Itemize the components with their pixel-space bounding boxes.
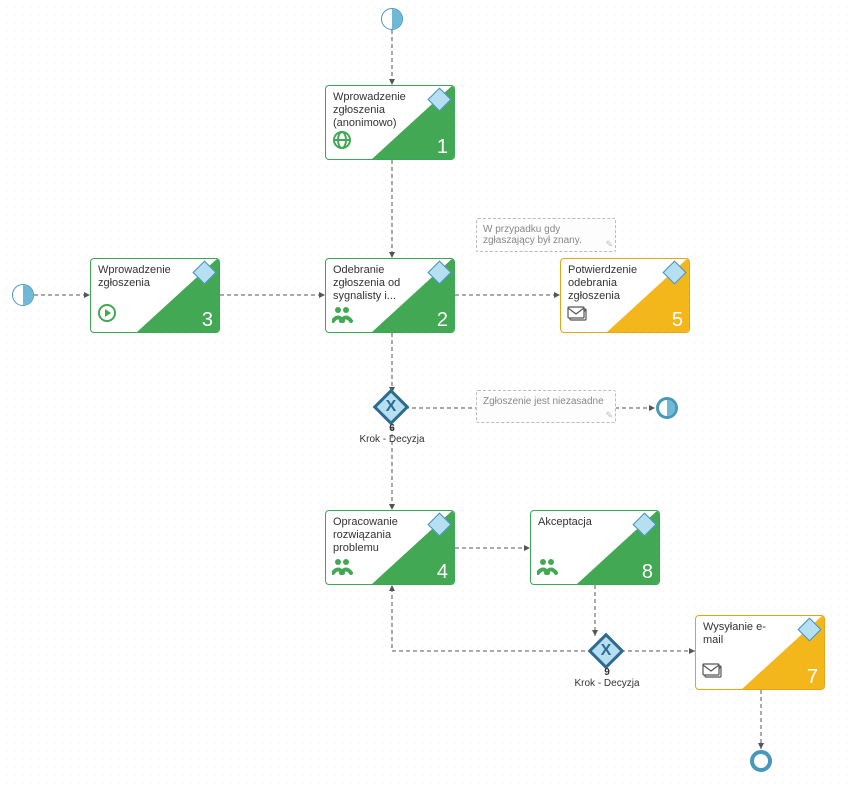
flow-edge [392,585,592,651]
pencil-icon: ✎ [605,239,613,250]
task-node-4[interactable]: Opracowanie rozwiązania problemu 4 [325,510,455,585]
task-number: 2 [437,309,448,332]
task-title: Wysyłanie e-mail [703,621,783,647]
annotation: W przypadku gdy zgłaszający był znany.✎ [476,218,616,252]
event-circle[interactable] [381,8,403,30]
node-type-icon [567,303,589,328]
people-icon [332,555,354,575]
task-title: Wprowadzenie zgłoszenia (anonimowo) [333,91,413,130]
task-node-3[interactable]: Wprowadzenie zgłoszenia 3 [90,258,220,333]
event-circle[interactable] [656,397,678,419]
diagram-canvas: W przypadku gdy zgłaszający był znany.✎ Z… [0,0,849,788]
event-circle[interactable] [12,284,34,306]
annotation: Zgłoszenie jest niezasadne✎ [476,390,616,423]
gateway-9[interactable]: X [593,638,619,664]
task-title: Opracowanie rozwiązania problemu [333,516,413,555]
gateway-x-icon: X [593,638,619,664]
task-title: Akceptacja [538,516,618,529]
node-type-icon [332,130,354,155]
task-title: Odebranie zgłoszenia od sygnalisty i... [333,264,413,303]
task-node-7[interactable]: Wysyłanie e-mail 7 [695,615,825,690]
task-title: Wprowadzenie zgłoszenia [98,264,178,290]
mail-icon [567,303,589,323]
task-number: 3 [202,309,213,332]
task-number: 5 [672,309,683,332]
task-number: 7 [807,666,818,689]
node-type-icon [332,555,354,580]
gateway-label: 6Krok - Decyzja [352,423,432,445]
globe-icon [332,130,354,150]
event-circle[interactable] [750,750,772,772]
node-type-icon [537,555,559,580]
mail-icon [702,660,724,680]
task-number: 8 [642,561,653,584]
pencil-icon: ✎ [605,410,613,421]
node-type-icon [702,660,724,685]
gateway-x-icon: X [378,394,404,420]
task-node-5[interactable]: Potwierdzenie odebrania zgłoszenia 5 [560,258,690,333]
task-node-8[interactable]: Akceptacja 8 [530,510,660,585]
task-number: 4 [437,561,448,584]
task-title: Potwierdzenie odebrania zgłoszenia [568,264,648,303]
people-icon [332,303,354,323]
task-node-2[interactable]: Odebranie zgłoszenia od sygnalisty i... 2 [325,258,455,333]
gateway-6[interactable]: X [378,394,404,420]
node-type-icon [97,303,119,328]
task-number: 1 [437,136,448,159]
task-node-1[interactable]: Wprowadzenie zgłoszenia (anonimowo) 1 [325,85,455,160]
play-icon [97,303,119,323]
gateway-label: 9Krok - Decyzja [567,667,647,689]
node-type-icon [332,303,354,328]
people-icon [537,555,559,575]
